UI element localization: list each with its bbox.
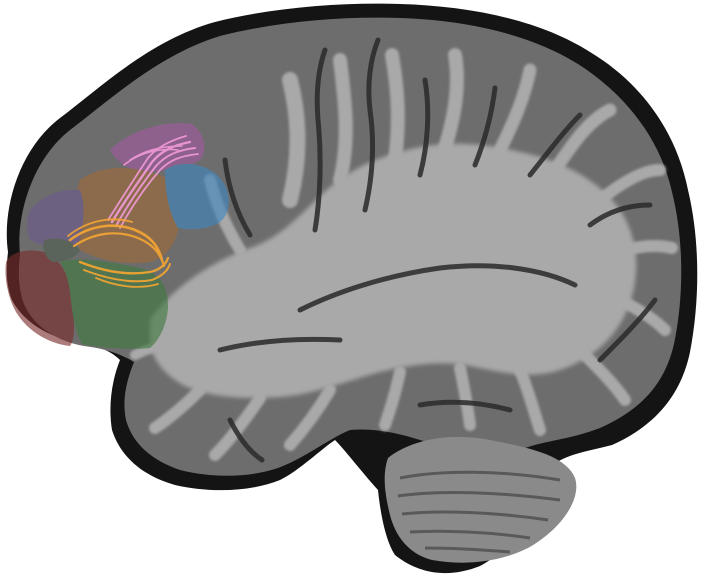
pink-fiber-bundle (107, 135, 199, 229)
rostral-region (27, 189, 84, 248)
precentral-region (165, 163, 229, 230)
cortical-sulci (217, 37, 658, 463)
inferior-frontal-region (43, 238, 80, 262)
orange-fiber-bundle (67, 218, 171, 288)
white-matter-core (150, 143, 637, 398)
superior-frontal-region (110, 123, 205, 172)
frontal-pole-region (5, 250, 74, 346)
cerebellum-folia (397, 470, 561, 554)
